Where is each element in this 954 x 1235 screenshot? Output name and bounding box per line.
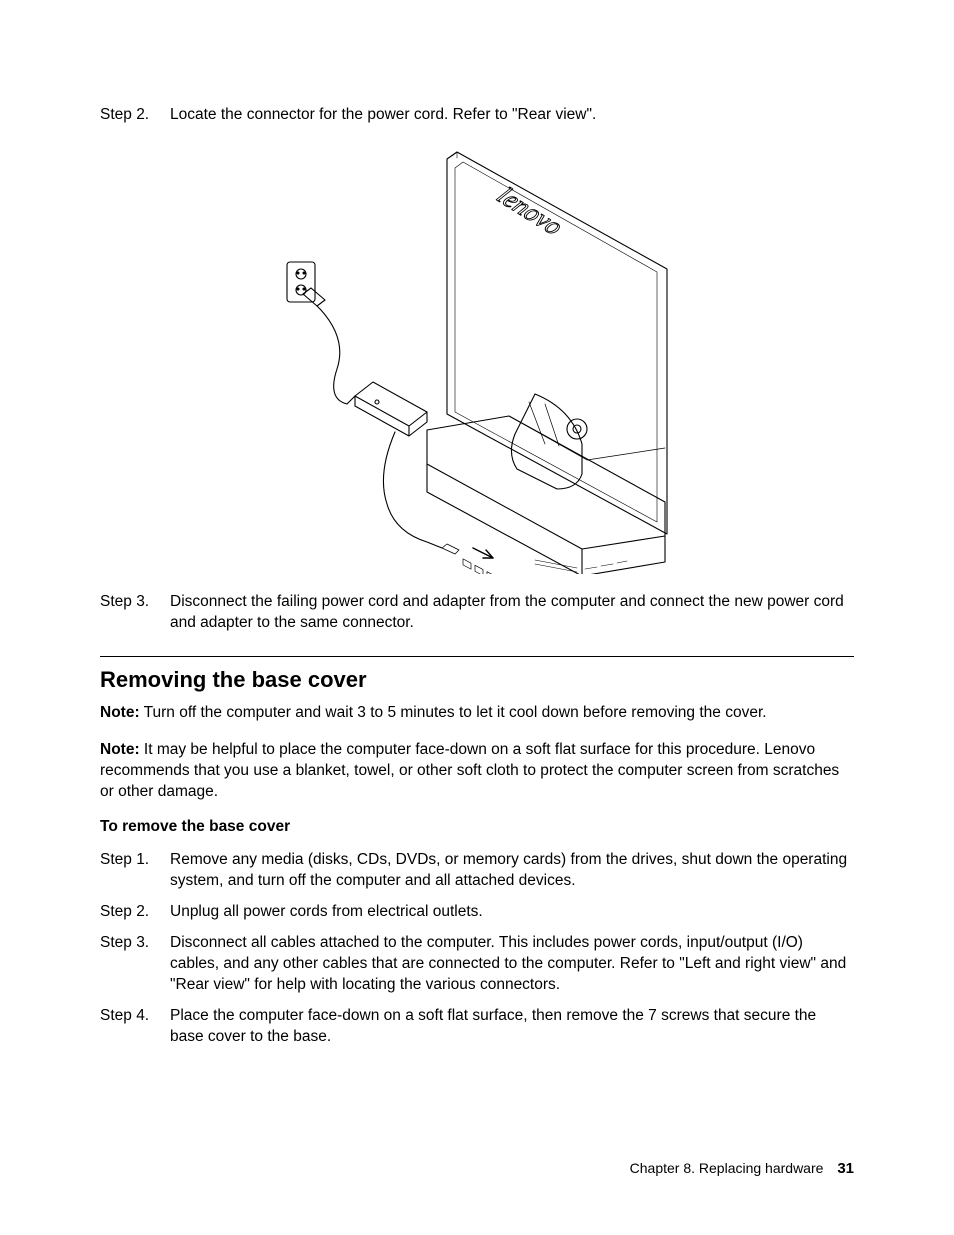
step-row: Step 4. Place the computer face-down on … [100,1006,854,1048]
note-text: It may be helpful to place the computer … [100,741,839,800]
step-row: Step 2. Locate the connector for the pow… [100,105,854,126]
step-row: Step 3. Disconnect all cables attached t… [100,933,854,996]
step-label: Step 3. [100,592,170,634]
step-label: Step 3. [100,933,170,996]
page: Step 2. Locate the connector for the pow… [0,0,954,1235]
step-text: Locate the connector for the power cord.… [170,105,854,126]
step-text: Unplug all power cords from electrical o… [170,902,854,923]
steps-list: Step 1. Remove any media (disks, CDs, DV… [100,850,854,1047]
section-divider [100,656,854,657]
note-text: Turn off the computer and wait 3 to 5 mi… [140,704,767,721]
step-row: Step 1. Remove any media (disks, CDs, DV… [100,850,854,892]
note-paragraph: Note: Turn off the computer and wait 3 t… [100,703,854,724]
step-label: Step 2. [100,105,170,126]
page-footer: Chapter 8. Replacing hardware 31 [630,1160,854,1177]
step-text: Place the computer face-down on a soft f… [170,1006,854,1048]
footer-chapter: Chapter 8. Replacing hardware [630,1160,824,1176]
section-heading: Removing the base cover [100,667,854,693]
footer-page-number: 31 [837,1160,854,1177]
step-row: Step 2. Unplug all power cords from elec… [100,902,854,923]
step-row: Step 3. Disconnect the failing power cor… [100,592,854,634]
step-label: Step 2. [100,902,170,923]
step-text: Disconnect the failing power cord and ad… [170,592,854,634]
note-label: Note: [100,741,140,758]
step-text: Remove any media (disks, CDs, DVDs, or m… [170,850,854,892]
note-paragraph: Note: It may be helpful to place the com… [100,740,854,803]
note-label: Note: [100,704,140,721]
lenovo-logo-text: lenovo [491,182,569,240]
power-cord-diagram: lenovo [277,144,677,574]
step-label: Step 1. [100,850,170,892]
step-text: Disconnect all cables attached to the co… [170,933,854,996]
step-label: Step 4. [100,1006,170,1048]
sub-heading: To remove the base cover [100,818,854,836]
